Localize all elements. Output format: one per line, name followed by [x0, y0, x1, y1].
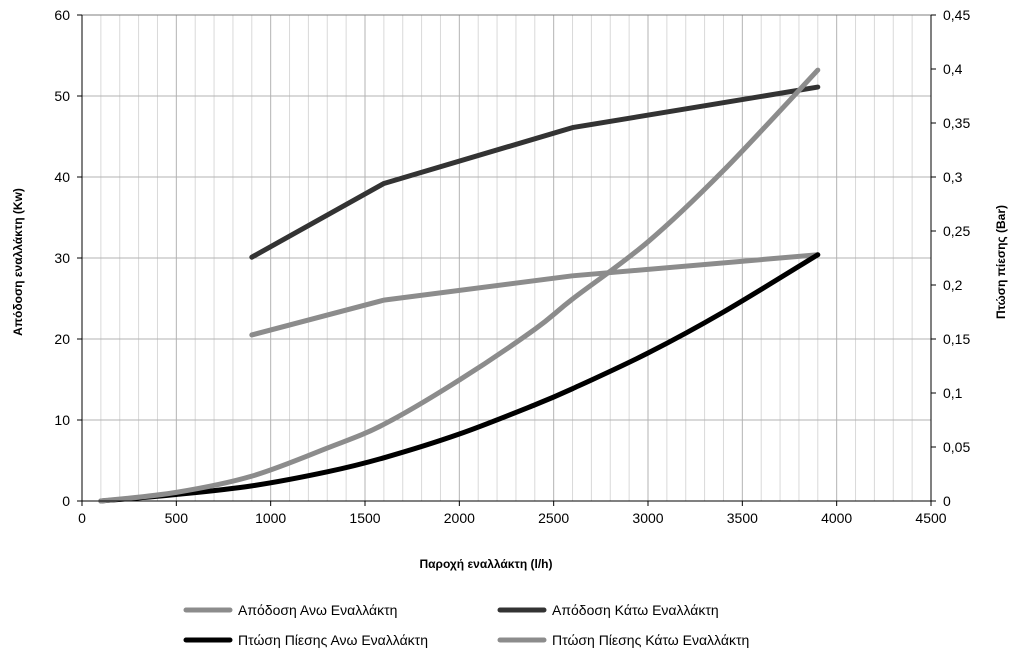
y-left-axis-title: Απόδοση εναλλάκτη (Kw) — [11, 188, 25, 336]
y-right-tick-label: 0,2 — [943, 277, 963, 293]
y-right-tick-label: 0,05 — [943, 439, 970, 455]
y-right-tick-label: 0,35 — [943, 115, 970, 131]
legend: Απόδοση Ανω Εναλλάκτη Απόδοση Κάτω Εναλλά… — [183, 602, 749, 648]
y-left-tick-label: 50 — [54, 88, 70, 104]
series-line — [249, 84, 821, 260]
legend-label: Απόδοση Κάτω Εναλλάκτη — [552, 602, 719, 618]
y-left-tick-label: 10 — [54, 412, 70, 428]
x-tick-label: 4500 — [915, 510, 946, 526]
y-left-tick-label: 60 — [54, 7, 70, 23]
x-tick-label: 3500 — [727, 510, 758, 526]
tick-labels: 0 500 1000 1500 2000 2500 3000 3500 4000 45000102… — [54, 7, 970, 526]
y-right-tick-label: 0 — [943, 493, 951, 509]
y-right-tick-label: 0,1 — [943, 385, 963, 401]
y-left-tick-label: 40 — [54, 169, 70, 185]
y-left-tick-label: 30 — [54, 250, 70, 266]
x-tick-label: 2000 — [444, 510, 475, 526]
legend-label: Απόδοση Ανω Εναλλάκτη — [238, 602, 397, 618]
x-tick-label: 1500 — [349, 510, 380, 526]
x-tick-label: 3000 — [632, 510, 663, 526]
y-left-tick-label: 20 — [54, 331, 70, 347]
x-tick-label: 4000 — [821, 510, 852, 526]
y-right-tick-label: 0,3 — [943, 169, 963, 185]
x-axis-title: Παροχή εναλλάκτη (l/h) — [420, 557, 553, 571]
y-right-tick-label: 0,4 — [943, 61, 963, 77]
series-line — [249, 252, 821, 338]
y-left-tick-label: 0 — [62, 493, 70, 509]
y-right-tick-label: 0,15 — [943, 331, 970, 347]
y-right-axis-title: Πτώση πίεσης (Bar) — [994, 205, 1008, 319]
legend-label: Πτώση Πίεσης Ανω Εναλλάκτη — [238, 632, 428, 648]
series-layer — [98, 67, 821, 504]
x-tick-label: 2500 — [538, 510, 569, 526]
axes — [77, 14, 936, 506]
series-line — [98, 252, 821, 504]
y-right-tick-label: 0,25 — [943, 223, 970, 239]
x-tick-label: 1000 — [255, 510, 286, 526]
series-line — [98, 67, 821, 504]
y-right-tick-label: 0,45 — [943, 7, 970, 23]
x-tick-label: 0 — [78, 510, 86, 526]
legend-label: Πτώση Πίεσης Κάτω Εναλλάκτη — [552, 632, 749, 648]
x-tick-label: 500 — [165, 510, 189, 526]
